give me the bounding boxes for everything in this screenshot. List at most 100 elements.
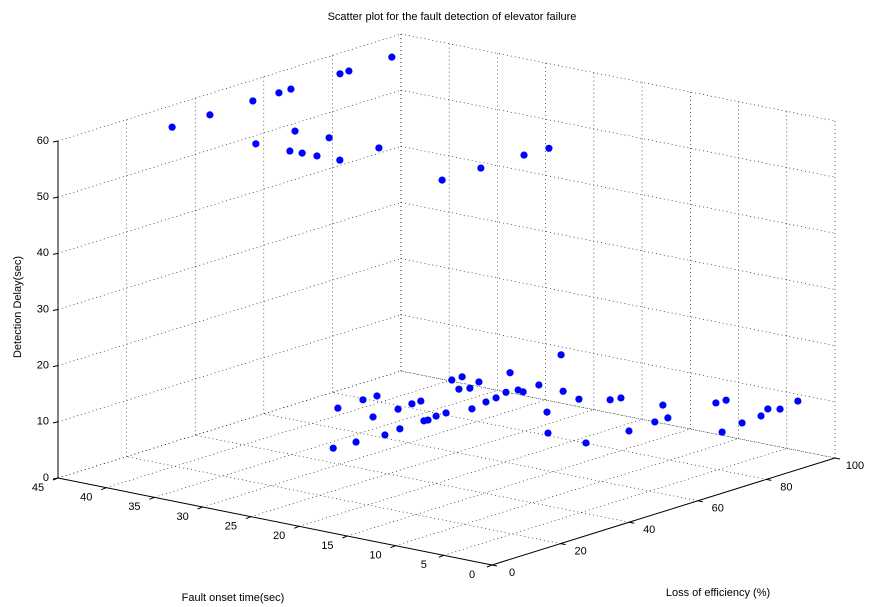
point [506,369,514,377]
x-tick [766,478,772,481]
point [712,399,720,407]
z-tick [52,421,59,424]
point [764,405,772,413]
y-tick-label: 45 [32,482,44,494]
point [168,123,176,131]
grid-line [400,33,836,122]
x-tick [560,543,566,546]
point [329,444,337,452]
y-tick [438,554,444,558]
y-tick [149,496,155,500]
point [352,438,360,446]
grid-line [57,370,402,479]
point [535,381,543,389]
x-tick-label: 0 [509,567,515,579]
grid-line [347,428,691,537]
x-tick [629,521,635,524]
point [287,85,295,93]
point [659,401,667,409]
point [291,127,299,135]
point [206,111,214,119]
point [432,412,440,420]
y-tick-label: 10 [369,550,381,562]
point [664,414,672,422]
point [544,429,552,437]
point [417,397,425,405]
z-tick-label: 30 [37,303,49,315]
x-tick [834,457,841,460]
grid-line [57,314,402,423]
grid-line [400,258,836,346]
z-tick [52,140,59,143]
z-tick [52,309,59,311]
grid-line [250,409,594,517]
point [575,395,583,403]
point [424,416,432,424]
point [442,409,450,417]
grid-line [400,202,836,290]
point [482,398,490,406]
point [388,53,396,61]
z-tick-label: 40 [37,247,49,259]
z-tick [52,365,59,368]
point [455,385,463,393]
point [325,134,333,142]
z-tick [52,252,59,255]
grid-line [154,390,498,498]
y-tick-label: 20 [273,530,285,542]
y-tick [197,506,203,510]
y-tick [293,525,300,529]
point [394,405,402,413]
point [651,418,659,426]
point [345,67,353,75]
grid-line [263,413,698,502]
point [582,439,590,447]
y-tick [342,535,348,539]
y-axis [57,477,493,566]
y-tick-label: 15 [321,540,333,552]
z-tick [52,196,59,199]
z-tick-label: 0 [43,472,49,484]
point [408,400,416,408]
point [794,397,802,405]
point [545,144,553,152]
grid-line [57,89,402,198]
z-tick-label: 50 [37,191,49,203]
y-tick [486,564,493,568]
grid-line [400,89,836,178]
point [625,427,633,435]
y-tick [390,545,396,549]
y-tick [245,516,252,520]
x-tick-label: 100 [846,460,864,472]
point [369,413,377,421]
x-tick-label: 60 [712,503,724,515]
grid-line [106,380,450,488]
point [468,405,476,413]
y-tick-label: 5 [421,559,427,571]
z-axis-label: Detection Delay(sec) [12,256,24,358]
z-tick [52,477,59,480]
point [336,70,344,78]
point [559,387,567,395]
grid-line [400,370,836,459]
point [438,176,446,184]
point [334,404,342,412]
z-tick-label: 60 [37,135,49,147]
grid-line [400,314,836,403]
x-axis [491,457,836,566]
grid-line [57,258,402,366]
grid-line [332,392,767,480]
point [557,351,565,359]
x-tick [697,500,703,503]
point [275,89,283,97]
y-tick-label: 30 [177,511,189,523]
point [492,394,500,402]
point [722,396,730,404]
x-tick [491,564,498,567]
y-tick [101,487,107,491]
y-tick-label: 0 [469,569,475,581]
point [738,419,746,427]
point [519,388,527,396]
point [606,396,614,404]
point [448,376,456,384]
